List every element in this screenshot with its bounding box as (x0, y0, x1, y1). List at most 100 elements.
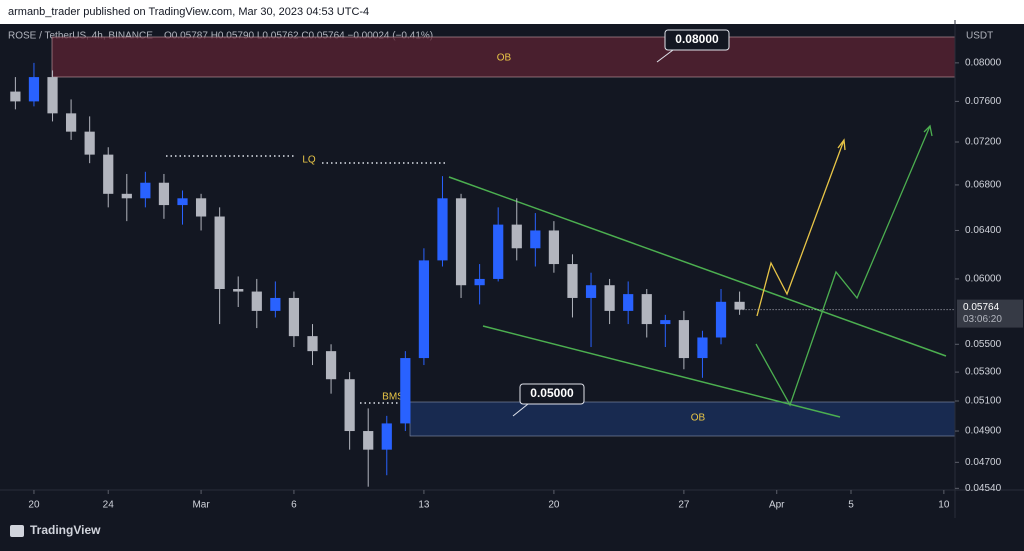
candle-body (697, 337, 708, 359)
candle-body (344, 379, 355, 432)
candle (158, 173, 170, 219)
callout-label: 0.08000 (675, 32, 719, 46)
x-tick-label: 24 (103, 500, 115, 511)
candle (623, 281, 634, 325)
ob-label: OB (691, 413, 706, 424)
candle-body (65, 113, 77, 132)
candle (585, 272, 597, 348)
candle-body (251, 291, 262, 311)
candle (233, 276, 244, 307)
last-price-label: 0.05764 (963, 302, 1000, 313)
candle-body (604, 285, 615, 311)
candle-body (734, 301, 745, 310)
candle (121, 173, 132, 222)
arrow-head (837, 138, 846, 151)
arrow-head (923, 124, 933, 137)
candle-body (270, 297, 281, 311)
candle (437, 176, 448, 267)
x-tick-label: 13 (418, 500, 430, 511)
y-tick-label: 0.06000 (965, 274, 1002, 285)
candle-body (641, 294, 652, 325)
ob-zone-bottom (409, 401, 956, 437)
candle (734, 291, 745, 315)
brand-logo (10, 525, 24, 537)
projection-path (756, 139, 845, 317)
candle (47, 70, 58, 122)
ohlc: O0.05787 H0.05790 L0.05762 C0.05764 −0.0… (164, 31, 433, 42)
candle-body (437, 198, 448, 261)
callout-box (664, 29, 730, 51)
candle-body (214, 216, 225, 290)
candle (493, 207, 504, 282)
candle-body (10, 91, 21, 102)
candle-body (660, 320, 671, 325)
bms-label: BMS (382, 392, 404, 403)
candle (604, 278, 615, 325)
candle (660, 314, 671, 348)
candle (195, 193, 207, 231)
candle (214, 207, 225, 325)
y-tick-label: 0.04700 (965, 457, 1002, 468)
candle-body (233, 289, 244, 292)
candle (418, 248, 430, 366)
candle-body (493, 224, 504, 279)
candle-body (158, 182, 170, 206)
candle (363, 408, 374, 487)
candle-body (418, 260, 430, 359)
candle (251, 278, 262, 329)
candle-body (288, 297, 300, 337)
candle (567, 254, 578, 318)
y-tick-label: 0.06800 (965, 180, 1002, 191)
y-tick-label: 0.05300 (965, 367, 1002, 378)
axis-unit: USDT (966, 31, 993, 42)
x-tick-label: Mar (192, 500, 210, 511)
x-tick-label: 6 (291, 500, 297, 511)
candle (325, 344, 337, 394)
candle-body (325, 351, 337, 380)
candle (641, 289, 652, 338)
candle (511, 198, 522, 261)
last-price-tag (957, 299, 1023, 328)
candle-body (363, 431, 374, 450)
callout-pointer (512, 403, 529, 417)
candles (10, 62, 745, 487)
candle-body (121, 193, 132, 199)
x-tick-label: 20 (28, 500, 40, 511)
candle (344, 372, 355, 450)
candle-body (678, 320, 689, 359)
trendline (448, 176, 947, 357)
ob-label: OB (497, 53, 512, 64)
candle (678, 310, 689, 370)
candle (715, 289, 727, 345)
y-tick-label: 0.06400 (965, 225, 1002, 236)
x-tick-label: 20 (548, 500, 560, 511)
candle-body (140, 182, 151, 199)
candle (140, 171, 151, 208)
candle (530, 213, 541, 267)
x-tick-label: Apr (769, 500, 785, 511)
candle (65, 99, 77, 140)
candle (455, 193, 467, 298)
candle-body (511, 224, 522, 249)
candle-body (623, 294, 634, 311)
candle-body (47, 77, 58, 114)
x-tick-label: 10 (938, 500, 950, 511)
candle (103, 147, 114, 208)
x-tick-label: 27 (678, 500, 690, 511)
candle-body (177, 198, 188, 206)
footer-brand: TradingView (30, 523, 101, 537)
projection-path (755, 125, 931, 407)
publish-bar (0, 0, 1024, 24)
candle (400, 351, 411, 432)
candle (177, 190, 188, 225)
candle-body (28, 77, 40, 102)
x-tick-label: 5 (848, 500, 854, 511)
candle (307, 324, 318, 366)
callout-box (519, 383, 585, 405)
symbol: ROSE / TetherUS, 4h, BINANCE (8, 31, 153, 42)
candle-body (307, 336, 318, 352)
publish-info: armanb_trader published on TradingView.c… (8, 6, 369, 18)
candle (381, 415, 392, 476)
candle-body (474, 278, 485, 286)
